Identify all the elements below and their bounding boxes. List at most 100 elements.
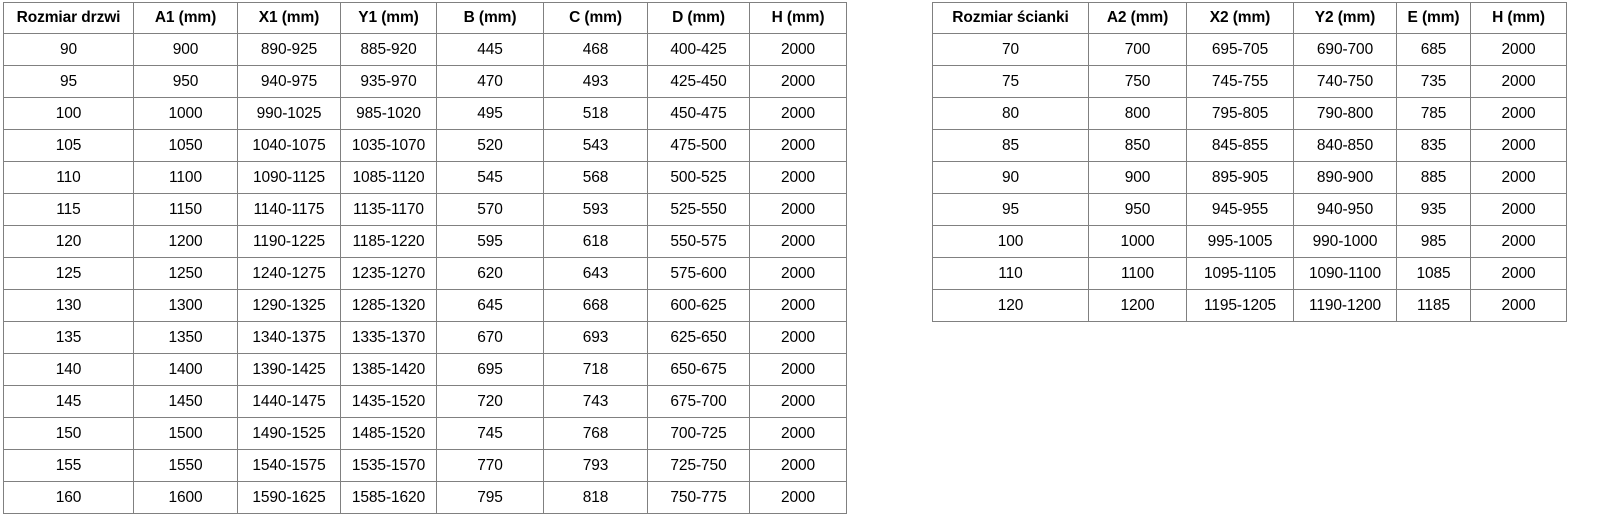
doors-dimensions-table: Rozmiar drzwi A1 (mm) X1 (mm) Y1 (mm) B … bbox=[3, 2, 847, 514]
table-row: 100 1000 995-1005 990-1000 985 2000 bbox=[932, 225, 1567, 258]
column-header-e: E (mm) bbox=[1396, 2, 1471, 34]
cell-e: 985 bbox=[1396, 225, 1471, 258]
cell-c: 768 bbox=[543, 417, 648, 450]
table-row: 140 1400 1390-1425 1385-1420 695 718 650-675 20… bbox=[3, 353, 847, 386]
cell-c: 643 bbox=[543, 257, 648, 290]
walls-dimensions-table-container: Rozmiar ścianki A2 (mm) X2 (mm) Y2 (mm) … bbox=[932, 2, 1567, 322]
cell-h: 2000 bbox=[1470, 161, 1567, 194]
cell-rozmiar-scianki: 100 bbox=[932, 225, 1089, 258]
column-header-y1: Y1 (mm) bbox=[340, 2, 437, 34]
cell-y1: 1035-1070 bbox=[340, 129, 437, 162]
cell-y1: 1485-1520 bbox=[340, 417, 437, 450]
cell-d: 650-675 bbox=[647, 353, 750, 386]
cell-a1: 1300 bbox=[133, 289, 238, 322]
cell-a2: 1000 bbox=[1088, 225, 1187, 258]
cell-c: 518 bbox=[543, 97, 648, 130]
cell-h: 2000 bbox=[749, 289, 847, 322]
table-row: 110 1100 1095-1105 1090-1100 1085 2000 bbox=[932, 257, 1567, 290]
table-row: 105 1050 1040-1075 1035-1070 520 543 475-500 20… bbox=[3, 129, 847, 162]
cell-h: 2000 bbox=[749, 225, 847, 258]
cell-rozmiar-drzwi: 145 bbox=[3, 385, 134, 418]
table-header-row: Rozmiar drzwi A1 (mm) X1 (mm) Y1 (mm) B … bbox=[3, 2, 847, 34]
cell-b: 770 bbox=[436, 449, 544, 482]
cell-a1: 1350 bbox=[133, 321, 238, 354]
table-row: 145 1450 1440-1475 1435-1520 720 743 675-700 20… bbox=[3, 385, 847, 418]
doors-dimensions-table-container: Rozmiar drzwi A1 (mm) X1 (mm) Y1 (mm) B … bbox=[3, 2, 847, 514]
cell-x1: 1540-1575 bbox=[237, 449, 341, 482]
cell-y1: 1385-1420 bbox=[340, 353, 437, 386]
cell-y2: 740-750 bbox=[1293, 65, 1397, 98]
cell-h: 2000 bbox=[749, 321, 847, 354]
cell-y1: 1185-1220 bbox=[340, 225, 437, 258]
cell-rozmiar-scianki: 70 bbox=[932, 33, 1089, 66]
walls-table-header: Rozmiar ścianki A2 (mm) X2 (mm) Y2 (mm) … bbox=[932, 2, 1567, 34]
cell-a1: 1150 bbox=[133, 193, 238, 226]
cell-a1: 1450 bbox=[133, 385, 238, 418]
cell-y2: 890-900 bbox=[1293, 161, 1397, 194]
cell-b: 670 bbox=[436, 321, 544, 354]
cell-h: 2000 bbox=[749, 97, 847, 130]
cell-rozmiar-drzwi: 155 bbox=[3, 449, 134, 482]
column-header-a1: A1 (mm) bbox=[133, 2, 238, 34]
cell-a1: 1500 bbox=[133, 417, 238, 450]
cell-e: 785 bbox=[1396, 97, 1471, 130]
column-header-x2: X2 (mm) bbox=[1186, 2, 1294, 34]
cell-rozmiar-scianki: 90 bbox=[932, 161, 1089, 194]
cell-y2: 690-700 bbox=[1293, 33, 1397, 66]
table-row: 160 1600 1590-1625 1585-1620 795 818 750-775 20… bbox=[3, 481, 847, 514]
cell-b: 595 bbox=[436, 225, 544, 258]
cell-b: 695 bbox=[436, 353, 544, 386]
cell-y1: 1135-1170 bbox=[340, 193, 437, 226]
cell-rozmiar-drzwi: 110 bbox=[3, 161, 134, 194]
cell-a2: 950 bbox=[1088, 193, 1187, 226]
table-row: 90 900 890-925 885-920 445 468 400-425 2000 bbox=[3, 33, 847, 66]
cell-h: 2000 bbox=[749, 449, 847, 482]
column-header-x1: X1 (mm) bbox=[237, 2, 341, 34]
cell-y1: 1285-1320 bbox=[340, 289, 437, 322]
cell-d: 425-450 bbox=[647, 65, 750, 98]
cell-rozmiar-scianki: 120 bbox=[932, 289, 1089, 322]
cell-e: 1185 bbox=[1396, 289, 1471, 322]
cell-a2: 700 bbox=[1088, 33, 1187, 66]
doors-table-body: 90 900 890-925 885-920 445 468 400-425 2000 95 95… bbox=[3, 33, 847, 514]
table-header-row: Rozmiar ścianki A2 (mm) X2 (mm) Y2 (mm) … bbox=[932, 2, 1567, 34]
cell-a1: 1600 bbox=[133, 481, 238, 514]
cell-x1: 990-1025 bbox=[237, 97, 341, 130]
table-row: 135 1350 1340-1375 1335-1370 670 693 625-650 20… bbox=[3, 321, 847, 354]
cell-h: 2000 bbox=[749, 161, 847, 194]
cell-a1: 1550 bbox=[133, 449, 238, 482]
cell-y1: 1585-1620 bbox=[340, 481, 437, 514]
cell-y2: 790-800 bbox=[1293, 97, 1397, 130]
cell-d: 550-575 bbox=[647, 225, 750, 258]
table-row: 155 1550 1540-1575 1535-1570 770 793 725-750 20… bbox=[3, 449, 847, 482]
cell-y1: 935-970 bbox=[340, 65, 437, 98]
cell-x1: 1040-1075 bbox=[237, 129, 341, 162]
cell-x1: 1140-1175 bbox=[237, 193, 341, 226]
cell-rozmiar-drzwi: 95 bbox=[3, 65, 134, 98]
cell-c: 793 bbox=[543, 449, 648, 482]
column-header-d: D (mm) bbox=[647, 2, 750, 34]
cell-c: 543 bbox=[543, 129, 648, 162]
cell-d: 725-750 bbox=[647, 449, 750, 482]
cell-rozmiar-scianki: 110 bbox=[932, 257, 1089, 290]
cell-h: 2000 bbox=[1470, 65, 1567, 98]
cell-a1: 1400 bbox=[133, 353, 238, 386]
cell-c: 618 bbox=[543, 225, 648, 258]
column-header-rozmiar-drzwi: Rozmiar drzwi bbox=[3, 2, 134, 34]
cell-c: 693 bbox=[543, 321, 648, 354]
cell-y2: 840-850 bbox=[1293, 129, 1397, 162]
cell-rozmiar-scianki: 80 bbox=[932, 97, 1089, 130]
cell-y2: 940-950 bbox=[1293, 193, 1397, 226]
cell-x2: 1195-1205 bbox=[1186, 289, 1294, 322]
cell-a2: 1200 bbox=[1088, 289, 1187, 322]
cell-d: 675-700 bbox=[647, 385, 750, 418]
cell-rozmiar-scianki: 95 bbox=[932, 193, 1089, 226]
cell-c: 593 bbox=[543, 193, 648, 226]
cell-y1: 985-1020 bbox=[340, 97, 437, 130]
cell-y1: 1535-1570 bbox=[340, 449, 437, 482]
cell-y1: 1335-1370 bbox=[340, 321, 437, 354]
cell-rozmiar-drzwi: 120 bbox=[3, 225, 134, 258]
cell-a1: 1100 bbox=[133, 161, 238, 194]
walls-table-body: 70 700 695-705 690-700 685 2000 75 750 745-755 74… bbox=[932, 33, 1567, 322]
cell-x2: 995-1005 bbox=[1186, 225, 1294, 258]
